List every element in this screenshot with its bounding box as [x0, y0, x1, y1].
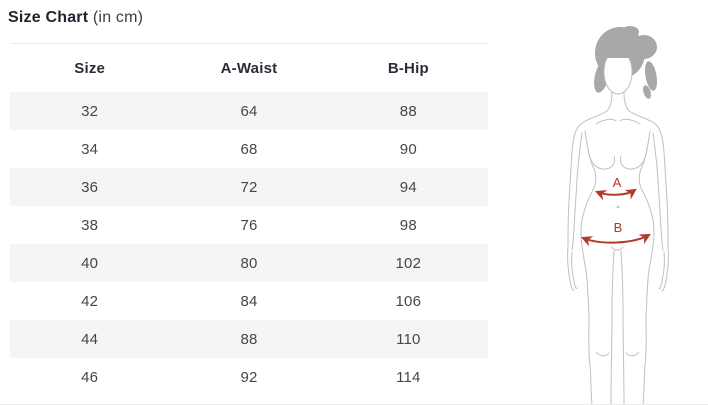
table-row: 34 68 90 — [10, 130, 488, 168]
size-cell: 36 — [81, 178, 99, 196]
size-cell: 42 — [81, 292, 99, 310]
size-cell: 40 — [81, 254, 99, 272]
waist-cell: 68 — [240, 140, 258, 158]
waist-cell: 80 — [240, 254, 258, 272]
header-row: Size A-Waist B-Hip — [10, 44, 488, 93]
size-table: Size A-Waist B-Hip 32 64 88 34 68 90 36 … — [10, 43, 488, 396]
size-cell: 34 — [81, 140, 99, 158]
table-row: 38 76 98 — [10, 206, 488, 244]
waist-label-a: A — [613, 175, 622, 190]
table-row: 36 72 94 — [10, 168, 488, 206]
size-cell: 38 — [81, 216, 99, 234]
waist-cell: 64 — [240, 102, 258, 120]
size-cell: 32 — [81, 102, 99, 120]
table-row: 42 84 106 — [10, 282, 488, 320]
column-header-size: Size — [74, 59, 106, 77]
hip-label-b: B — [614, 220, 623, 235]
table-row: 44 88 110 — [10, 320, 488, 358]
figure-face — [603, 41, 633, 95]
hip-cell: 94 — [399, 178, 417, 196]
size-cell: 46 — [81, 368, 99, 386]
table-row: 40 80 102 — [10, 244, 488, 282]
hip-cell: 114 — [396, 368, 421, 386]
title-main: Size Chart — [8, 9, 89, 26]
waist-cell: 84 — [240, 292, 258, 310]
page-title: Size Chart (in cm) — [8, 9, 143, 27]
hip-cell: 98 — [399, 216, 417, 234]
waist-measure-arrow-a: A — [594, 175, 637, 201]
waist-cell: 72 — [240, 178, 258, 196]
hip-cell: 102 — [395, 254, 422, 272]
size-cell: 44 — [81, 330, 99, 348]
hip-cell: 106 — [395, 292, 422, 310]
table-row: 32 64 88 — [10, 92, 488, 130]
waist-cell: 88 — [240, 330, 258, 348]
column-header-hip: B-Hip — [387, 59, 429, 77]
hip-cell: 110 — [396, 330, 421, 348]
hip-cell: 90 — [399, 140, 417, 158]
hip-cell: 88 — [399, 102, 417, 120]
column-header-waist: A-Waist — [220, 59, 278, 77]
figure-body-outline — [567, 91, 669, 404]
title-unit: (in cm) — [92, 9, 144, 26]
table-row: 46 92 114 — [10, 358, 488, 396]
hip-measure-arrow-b: B — [580, 220, 651, 247]
body-measurement-figure: A B — [560, 0, 708, 404]
waist-cell: 76 — [240, 216, 258, 234]
waist-cell: 92 — [240, 368, 258, 386]
